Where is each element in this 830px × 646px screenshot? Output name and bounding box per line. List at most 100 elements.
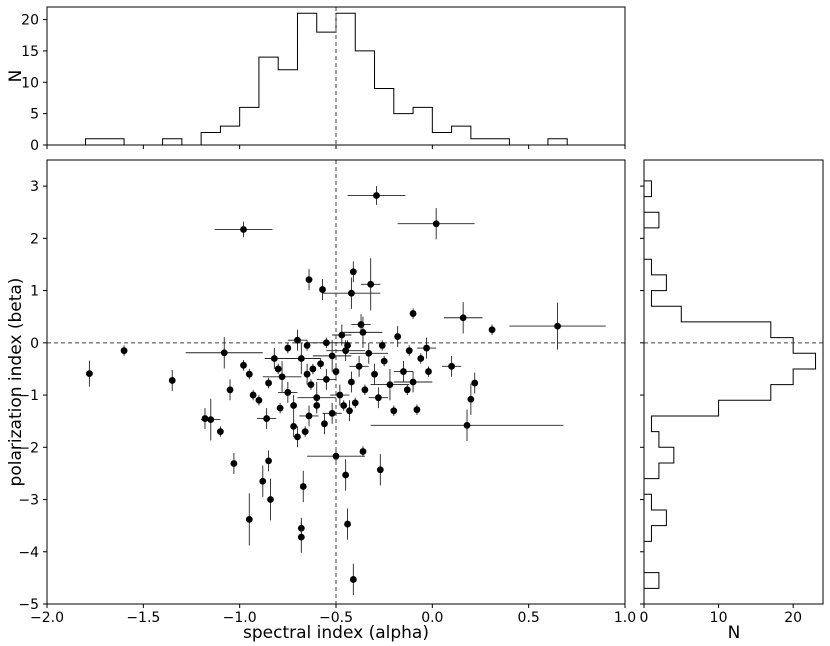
right-xtick-label: 20 (784, 610, 802, 626)
y-tick-label: −5 (18, 597, 39, 613)
data-point (346, 407, 353, 415)
right-histogram-xlabel: N (728, 623, 741, 643)
data-point (359, 448, 367, 455)
data-point (226, 386, 234, 394)
data-point (305, 276, 313, 284)
data-point (240, 226, 247, 233)
x-tick-label: 0.0 (421, 610, 443, 626)
data-point (303, 370, 311, 378)
data-point (278, 373, 286, 381)
data-point (201, 415, 209, 422)
right-histogram-panel: 0 10 20 N (640, 159, 824, 643)
data-point (332, 368, 340, 375)
data-point (313, 394, 321, 402)
data-point (425, 368, 432, 375)
y-tick-label: −4 (18, 545, 39, 561)
data-point (380, 357, 388, 365)
data-point (303, 342, 311, 349)
y-tick-label: −3 (18, 493, 39, 509)
data-point (488, 326, 496, 334)
x-axis-label: spectral index (alpha) (243, 623, 429, 643)
data-point (351, 399, 359, 407)
data-point (309, 365, 317, 373)
data-point (376, 466, 384, 474)
data-point (405, 347, 413, 355)
data-point (317, 360, 324, 368)
data-point (294, 433, 301, 441)
data-point (230, 460, 238, 467)
data-point (371, 370, 378, 378)
data-point (344, 342, 351, 349)
data-point (448, 362, 455, 370)
data-point (270, 355, 278, 362)
data-point (342, 471, 350, 479)
data-point (394, 333, 402, 340)
data-point (471, 379, 479, 387)
y-tick-label: 0 (30, 336, 39, 352)
top-ytick-label: 10 (21, 75, 39, 91)
top-ytick-label: 0 (30, 138, 39, 154)
top-histogram-ylabel: N (6, 70, 26, 83)
data-point (322, 339, 330, 347)
data-point (294, 336, 301, 344)
data-point (423, 344, 430, 352)
data-point (168, 377, 176, 384)
data-point (349, 576, 357, 583)
data-point (245, 370, 253, 378)
data-point (386, 381, 394, 389)
data-point (120, 347, 128, 355)
data-point (305, 412, 313, 420)
right-xtick-label: 0 (640, 610, 649, 626)
data-point (378, 342, 386, 349)
data-point (348, 289, 355, 297)
data-point (463, 421, 471, 429)
data-point (85, 370, 93, 378)
data-point (220, 349, 228, 357)
data-point (400, 368, 407, 375)
data-point (357, 321, 365, 328)
data-point (417, 355, 425, 362)
data-point (359, 328, 367, 336)
data-point (328, 409, 336, 417)
data-point (328, 352, 336, 360)
data-point (374, 394, 382, 402)
data-point (338, 331, 346, 339)
scatter-panel: −2.0 −1.5 −1.0 −0.5 0.0 0.5 1.03210−1−2−3−4−5 … (6, 159, 636, 643)
data-point (276, 404, 284, 412)
data-point (297, 355, 305, 362)
data-point (284, 389, 292, 396)
y-tick-label: 3 (30, 179, 39, 195)
data-point (459, 314, 467, 322)
data-point (348, 378, 355, 386)
data-point (265, 457, 272, 465)
data-point (349, 268, 357, 276)
data-point (267, 496, 274, 503)
data-point (217, 428, 224, 436)
top-ytick-label: 20 (21, 13, 39, 29)
data-point (409, 310, 417, 317)
data-point (284, 344, 292, 352)
data-point (307, 381, 315, 389)
data-point (313, 402, 321, 409)
y-tick-label: 2 (30, 231, 39, 247)
data-point (361, 386, 369, 394)
y-tick-label: 1 (30, 284, 39, 300)
data-point (467, 395, 475, 403)
data-point (301, 428, 309, 436)
data-point (409, 378, 417, 386)
data-point (403, 386, 411, 394)
data-point (322, 375, 330, 383)
x-tick-label: −0.5 (319, 610, 353, 626)
data-point (390, 407, 398, 415)
data-point (249, 391, 257, 399)
x-tick-label: 0.5 (518, 610, 540, 626)
x-tick-label: −2.0 (30, 610, 64, 626)
data-point (319, 286, 326, 293)
data-point (554, 322, 561, 330)
data-point (245, 515, 253, 523)
data-point (240, 361, 247, 369)
right-histogram-steps (643, 180, 817, 589)
x-tick-label: 1.0 (614, 610, 636, 626)
data-point (255, 396, 263, 404)
data-point (332, 452, 340, 460)
